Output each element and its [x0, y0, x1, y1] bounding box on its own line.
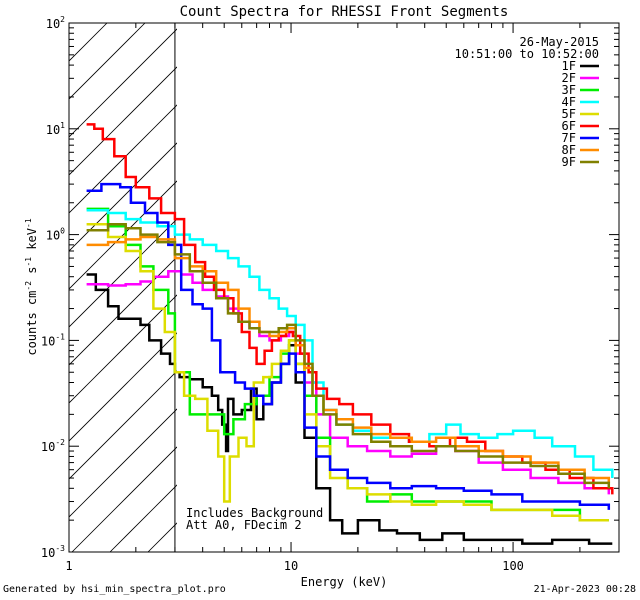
annotation-attenuator: Att A0, FDecim 2 — [186, 518, 302, 532]
legend-label-4F: 4F — [562, 95, 576, 109]
generated-by-label: Generated by hsi_min_spectra_plot.pro — [3, 584, 226, 595]
legend-label-8F: 8F — [562, 143, 576, 157]
series-line-8F — [86, 235, 611, 483]
hatch-line — [69, 256, 177, 366]
legend-label-6F: 6F — [562, 119, 576, 133]
legend-label-1F: 1F — [562, 59, 576, 73]
date-label: 26-May-2015 — [520, 35, 599, 49]
y-tick-label: 102 — [46, 15, 65, 31]
hatch-line — [69, 332, 177, 442]
plot-timestamp: 21-Apr-2023 00:28 — [533, 584, 636, 595]
y-tick-label: 100 — [46, 227, 65, 243]
y-axis-label: counts cm-2 s-1 keV-1 — [24, 218, 39, 355]
x-axis-ticks: 1 10 100 — [65, 23, 620, 573]
legend-label-7F: 7F — [562, 131, 576, 145]
x-tick-label: 100 — [502, 559, 524, 573]
series-line-9F — [86, 223, 611, 489]
hatch-line — [69, 23, 108, 62]
chart-title: Count Spectra for RHESSI Front Segments — [180, 4, 509, 20]
y-axis-ticks: 102 101 100 10-1 10-2 10-3 — [41, 15, 619, 560]
hatch-line — [69, 142, 177, 252]
hatch-line — [71, 446, 177, 552]
legend-label-9F: 9F — [562, 155, 576, 169]
y-tick-label: 10-2 — [41, 438, 65, 454]
hatch-line — [69, 180, 177, 290]
hatch-line — [69, 104, 177, 214]
series-line-4F — [86, 208, 614, 478]
hatch-line — [69, 66, 177, 176]
plot-frame — [68, 22, 620, 553]
series-line-7F — [86, 182, 611, 510]
x-tick-label: 1 — [65, 559, 72, 573]
annotation-background: Includes Background — [186, 506, 323, 520]
legend-label-5F: 5F — [562, 107, 576, 121]
hatch-line — [69, 28, 177, 138]
hatched-region — [69, 23, 177, 552]
series-layer — [86, 123, 614, 545]
legend-label-3F: 3F — [562, 83, 576, 97]
hatch-line — [69, 218, 177, 328]
x-tick-label: 10 — [284, 559, 298, 573]
time-range-label: 10:51:00 to 10:52:00 — [455, 47, 600, 61]
y-tick-label: 10-3 — [41, 544, 65, 560]
hatch-line — [69, 23, 70, 24]
series-line-5F — [86, 223, 609, 522]
hatch-line — [69, 23, 146, 100]
y-tick-label: 101 — [46, 121, 65, 137]
series-line-6F — [86, 123, 614, 495]
y-tick-label: 10-1 — [41, 332, 65, 348]
hatch-line — [69, 370, 177, 480]
hatch-line — [69, 408, 177, 518]
legend-label-2F: 2F — [562, 71, 576, 85]
x-axis-label: Energy (keV) — [301, 575, 388, 589]
